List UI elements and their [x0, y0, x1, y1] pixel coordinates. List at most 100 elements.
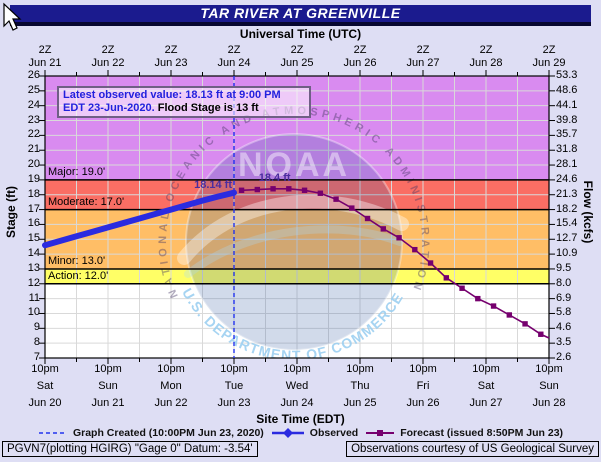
bottom-tick-day: Fri: [416, 380, 430, 392]
flow-tick-value: 15.4: [556, 217, 578, 230]
forecast-point-marker: [301, 187, 308, 193]
forecast-point-marker: [490, 303, 497, 309]
forecast-point-marker: [349, 205, 355, 211]
stage-tick-value: 13: [27, 261, 40, 274]
top-tick-2z: 2Z: [38, 44, 52, 56]
bottom-tick-day: Wed: [285, 380, 309, 392]
stage-tick-value: 15: [27, 232, 40, 245]
zone-label-major: Major: 19.0': [48, 165, 106, 178]
stage-tick-value: 11: [28, 291, 40, 304]
stage-tick-value: 19: [27, 172, 40, 185]
bottom-tick-time: 10pm: [409, 363, 437, 375]
observed-line-icon: [271, 428, 304, 438]
bottom-tick-date: Jun 23: [217, 397, 251, 409]
gage-datum-info: PGVN7(plotting HGIRG) "Gage 0" Datum: -3…: [2, 441, 258, 457]
svg-text:NOAA: NOAA: [238, 146, 350, 184]
annotation-line1: Latest observed value: 18.13 ft at 9:00 …: [63, 89, 281, 101]
forecast-point-marker: [427, 260, 434, 266]
top-tick-date: Jun 27: [406, 57, 440, 69]
flow-tick-value: 28.1: [556, 158, 578, 171]
stage-tick-value: 18: [27, 187, 40, 200]
bottom-tick-date: Jun 20: [28, 397, 62, 409]
top-tick-2z: 2Z: [227, 44, 241, 56]
flow-tick-value: 5.8: [556, 306, 572, 319]
stage-tick-value: 24: [27, 98, 40, 111]
top-tick-2z: 2Z: [290, 44, 304, 56]
flow-tick-value: 8.0: [556, 276, 572, 289]
annotation-line2-date: EDT 23-Jun-2020.: [63, 102, 155, 114]
flow-tick-value: 6.9: [556, 291, 572, 304]
stage-tick-value: 10: [27, 306, 40, 319]
stage-tick-value: 22: [27, 128, 40, 141]
stage-tick-value: 21: [27, 143, 40, 156]
forecast-point-marker: [412, 246, 418, 253]
stage-tick-value: 26: [27, 69, 40, 81]
flow-tick-value: 2.6: [556, 351, 572, 363]
zone-label-minor: Minor: 13.0': [48, 254, 106, 267]
zone-label-action: Action: 12.0': [48, 269, 109, 282]
bottom-tick-time: 10pm: [535, 363, 563, 375]
stage-tick-value: 16: [27, 217, 40, 230]
bottom-tick-day: Sun: [539, 380, 559, 392]
annotation-flood-stage: Flood Stage is 13 ft: [154, 102, 259, 114]
legend-created-label: Graph Created (10:00PM Jun 23, 2020): [72, 427, 264, 439]
stage-tick-value: 17: [27, 202, 40, 215]
bottom-tick-time: 10pm: [220, 363, 248, 375]
top-tick-2z: 2Z: [542, 44, 556, 56]
forecast-point-marker: [364, 215, 371, 222]
forecast-point-marker: [396, 235, 402, 241]
top-tick-date: Jun 25: [280, 57, 314, 69]
forecast-point-marker: [475, 295, 481, 302]
forecast-point-marker: [270, 186, 276, 192]
top-tick-2z: 2Z: [353, 44, 367, 56]
forecast-point-marker: [254, 186, 261, 193]
forecast-line-icon: [366, 430, 395, 436]
legend-item-observed: Observed: [271, 427, 358, 439]
top-tick-2z: 2Z: [164, 44, 178, 56]
flow-tick-value: 12.7: [556, 232, 578, 245]
stage-tick-value: 20: [27, 158, 40, 171]
flow-tick-value: 53.3: [556, 69, 578, 81]
stage-tick-value: 12: [27, 276, 40, 289]
graph-created-line-icon: [38, 432, 67, 434]
bottom-tick-day: Tue: [224, 380, 244, 392]
right-axis-title: Flow (kcfs): [581, 180, 595, 244]
stage-tick-value: 9: [33, 321, 40, 334]
flow-tick-value: 35.7: [556, 128, 578, 141]
top-tick-date: Jun 24: [217, 57, 251, 69]
stage-tick-value: 23: [27, 113, 40, 126]
top-tick-2z: 2Z: [479, 44, 493, 56]
forecast-point-marker: [238, 187, 245, 193]
bottom-tick-time: 10pm: [472, 363, 500, 375]
flow-tick-value: 24.6: [556, 172, 578, 185]
flow-tick-value: 31.8: [556, 143, 578, 156]
bottom-tick-time: 10pm: [346, 363, 374, 375]
top-tick-date: Jun 22: [91, 57, 125, 69]
bottom-tick-date: Jun 24: [280, 397, 314, 409]
bottom-tick-time: 10pm: [157, 363, 185, 375]
flow-tick-value: 21.3: [556, 187, 578, 200]
observed-series-line: [42, 189, 237, 249]
top-tick-date: Jun 23: [154, 57, 188, 69]
forecast-point-marker: [333, 196, 339, 202]
legend-observed-label: Observed: [309, 427, 359, 439]
top-tick-date: Jun 28: [469, 57, 503, 69]
stage-tick-value: 8: [33, 336, 40, 349]
bottom-axis-title: Site Time (EDT): [256, 412, 345, 426]
bottom-tick-date: Jun 28: [532, 397, 566, 409]
top-tick-2z: 2Z: [416, 44, 430, 56]
mouse-cursor-icon: [3, 2, 22, 31]
forecast-point-marker: [443, 275, 450, 281]
bottom-tick-date: Jun 22: [154, 397, 188, 409]
latest-observed-annotation: Latest observed value: 18.13 ft at 9:00 …: [57, 86, 311, 118]
forecast-point-marker: [317, 190, 324, 196]
forecast-point-marker: [538, 331, 544, 337]
legend: Graph Created (10:00PM Jun 23, 2020) Obs…: [0, 427, 601, 439]
bottom-tick-day: Mon: [160, 380, 182, 392]
flow-tick-value: 44.1: [556, 98, 578, 111]
left-axis-title: Stage (ft): [4, 186, 18, 238]
stage-tick-value: 14: [27, 247, 40, 260]
flow-tick-value: 48.6: [556, 83, 578, 96]
